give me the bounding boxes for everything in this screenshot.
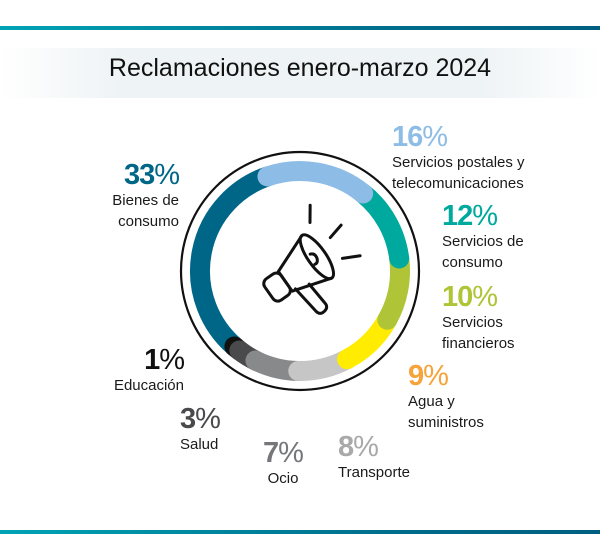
label-salud: 3% Salud bbox=[180, 403, 221, 453]
label-bienes-de-consumo: 33% Bienes de consumo bbox=[112, 159, 180, 230]
label-transporte: 8% Transporte bbox=[338, 431, 410, 481]
label-servicios-postales: 16% Servicios postales y telecomunicacion… bbox=[392, 121, 525, 192]
outer-ring bbox=[179, 150, 421, 392]
label-ocio: 7% Ocio bbox=[263, 437, 304, 487]
label-servicios-de-consumo: 12% Servicios de consumo bbox=[442, 200, 524, 271]
label-educacion: 1% Educación bbox=[113, 344, 185, 394]
title-band bbox=[0, 48, 600, 98]
page-title: Reclamaciones enero-marzo 2024 bbox=[108, 54, 492, 82]
label-servicios-financieros: 10% Servicios financieros bbox=[442, 281, 515, 352]
slice-servicios-postales-y-telecomunicaciones bbox=[257, 161, 374, 204]
top-accent-bar bbox=[0, 26, 600, 30]
megaphone-icon bbox=[262, 203, 362, 315]
slice-bienes-de-consumo bbox=[190, 166, 278, 357]
slice-servicios-de-consumo bbox=[353, 183, 410, 269]
label-agua-y-suministros: 9% Agua y suministros bbox=[408, 360, 484, 431]
bottom-accent-bar bbox=[0, 530, 600, 534]
